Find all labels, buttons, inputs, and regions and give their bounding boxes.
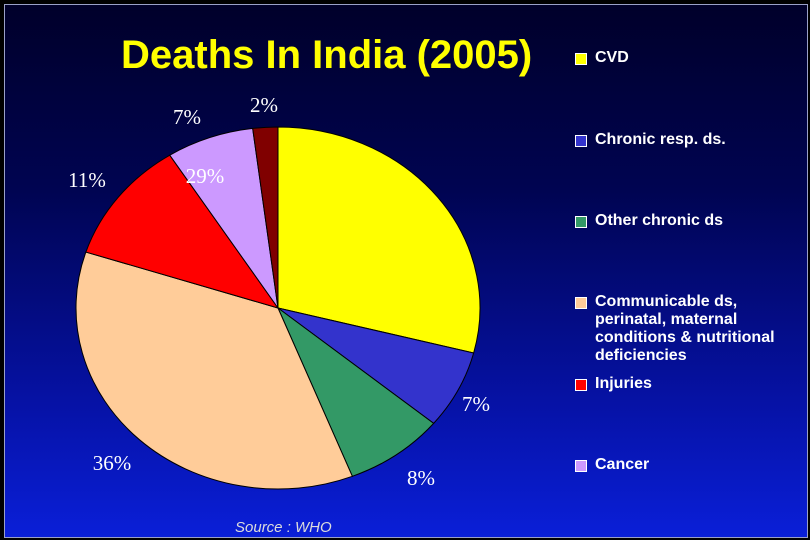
legend-label-communicable: Communicable ds, perinatal, maternal con… bbox=[595, 293, 775, 364]
legend-label-other-chronic: Other chronic ds bbox=[595, 212, 724, 229]
slice-percent-label: 2% bbox=[250, 93, 278, 117]
slice-percent-label: 36% bbox=[93, 451, 132, 475]
pie-slice bbox=[75, 251, 354, 490]
legend-item-chronic-resp: Chronic resp. ds. bbox=[575, 131, 807, 149]
pie-slice bbox=[277, 126, 481, 354]
slice-percent-label: 29% bbox=[186, 164, 225, 188]
legend-swatch-injuries bbox=[575, 379, 587, 391]
legend-swatch-chronic-resp bbox=[575, 135, 587, 147]
pie-chart: 29% 7% 8% 36% 11% 7% 2% bbox=[68, 93, 490, 490]
legend-label-injuries: Injuries bbox=[595, 375, 652, 392]
legend-label-cvd: CVD bbox=[595, 49, 629, 66]
slice-percent-label: 7% bbox=[462, 392, 490, 416]
pie-slice bbox=[276, 306, 435, 477]
slice-percent-label: 7% bbox=[173, 105, 201, 129]
legend-item-injuries: Injuries bbox=[575, 375, 807, 393]
legend-swatch-communicable bbox=[575, 297, 587, 309]
legend-label-chronic-resp: Chronic resp. ds. bbox=[595, 131, 726, 148]
slide: Deaths In India (2005) 29% 7% 8% 36% 11% 7% 2%… bbox=[4, 4, 808, 538]
chart-title: Deaths In India (2005) bbox=[121, 33, 533, 77]
legend-swatch-cvd bbox=[575, 53, 587, 65]
source-note: Source : WHO bbox=[235, 519, 332, 536]
legend-item-other-chronic: Other chronic ds bbox=[575, 212, 807, 230]
legend-item-cancer: Cancer bbox=[575, 456, 807, 474]
pie-slice bbox=[85, 154, 280, 309]
legend-label-cancer: Cancer bbox=[595, 456, 650, 473]
legend-item-cvd: CVD bbox=[575, 49, 807, 67]
slice-percent-label: 11% bbox=[68, 168, 106, 192]
slice-percent-label: 8% bbox=[407, 466, 435, 490]
pie-slice bbox=[252, 126, 279, 309]
legend-swatch-other-chronic bbox=[575, 216, 587, 228]
legend-swatch-cancer bbox=[575, 460, 587, 472]
legend-item-communicable: Communicable ds, perinatal, maternal con… bbox=[575, 293, 807, 365]
